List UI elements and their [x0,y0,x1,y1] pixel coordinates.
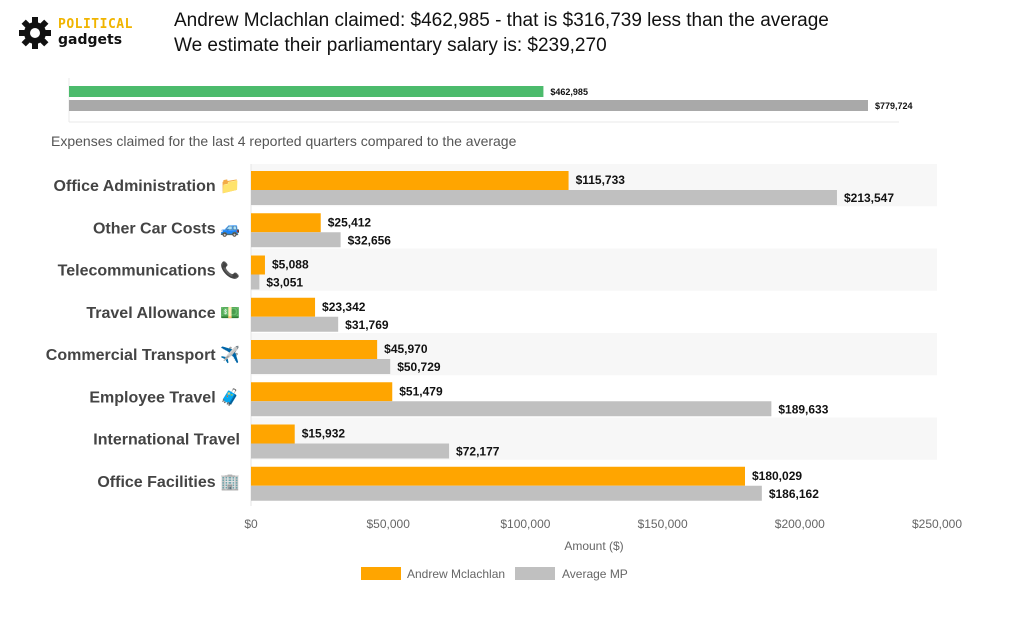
total-bar-label-0: $462,985 [550,87,588,97]
category-label: Telecommunications 📞 [58,260,240,280]
bar-label-average: $189,633 [778,402,828,416]
row-band [251,248,937,291]
category-label: Employee Travel 🧳 [89,387,240,406]
legend-label: Average MP [562,567,628,581]
bar-average [251,232,341,248]
logo-line-1: POLITICAL [58,17,133,32]
bar-label-average: $186,162 [769,487,819,501]
total-bar-label-1: $779,724 [875,101,913,111]
x-tick-label: $200,000 [775,517,825,531]
legend-swatch [361,567,401,580]
bar-label-average: $50,729 [397,360,441,374]
headline-claimed: Andrew Mclachlan claimed: $462,985 - tha… [174,10,829,31]
x-tick-label: $0 [244,517,258,531]
bar-label-average: $32,656 [348,233,392,247]
bar-average [251,190,837,205]
bar-mp [251,213,321,233]
bar-mp [251,171,569,190]
bar-label-average: $3,051 [266,276,303,290]
logo: POLITICAL gadgets [18,14,148,54]
bar-label-mp: $180,029 [752,469,802,483]
legend-swatch [515,567,555,580]
bar-label-mp: $45,970 [384,342,428,356]
bar-label-average: $72,177 [456,445,500,459]
bar-average [251,316,339,332]
total-comparison-chart: $462,985 $779,724 [68,78,913,123]
bar-mp [251,340,378,359]
category-label: Commercial Transport ✈️ [46,345,240,364]
x-tick-label: $150,000 [638,517,688,531]
x-tick-label: $100,000 [500,517,550,531]
bar-label-mp: $51,479 [399,384,443,398]
bar-mp [251,255,265,275]
category-label: Office Administration 📁 [54,178,240,195]
x-axis-title: Amount ($) [564,539,623,553]
headline-salary: We estimate their parliamentary salary i… [174,35,607,56]
x-tick-label: $250,000 [912,517,962,531]
bar-label-mp: $23,342 [322,300,366,314]
bar-average [251,274,260,290]
logo-line-2: gadgets [58,32,123,48]
bar-label-mp: $15,932 [302,427,346,441]
x-tick-label: $50,000 [367,517,411,531]
chart-subtitle: Expenses claimed for the last 4 reported… [51,133,517,149]
total-bar-0 [69,86,544,97]
bar-label-mp: $25,412 [328,215,372,229]
gear-icon [19,17,51,49]
bar-average [251,401,772,417]
bar-label-average: $31,769 [345,318,389,332]
category-label: Travel Allowance 💵 [86,305,240,322]
bar-average [251,443,450,459]
bar-label-mp: $5,088 [272,258,309,272]
bar-mp [251,297,316,317]
category-label: Other Car Costs 🚙 [93,220,240,237]
bar-average [251,359,391,374]
bar-mp [251,466,745,486]
bar-average [251,485,762,501]
bar-mp [251,424,295,444]
total-bar-1 [69,100,868,111]
legend-label: Andrew Mclachlan [407,567,505,581]
bar-label-average: $213,547 [844,191,894,205]
category-label: International Travel [93,432,240,449]
bar-mp [251,382,393,402]
bar-label-mp: $115,733 [576,173,626,187]
category-label: Office Facilities 🏢 [97,474,240,491]
